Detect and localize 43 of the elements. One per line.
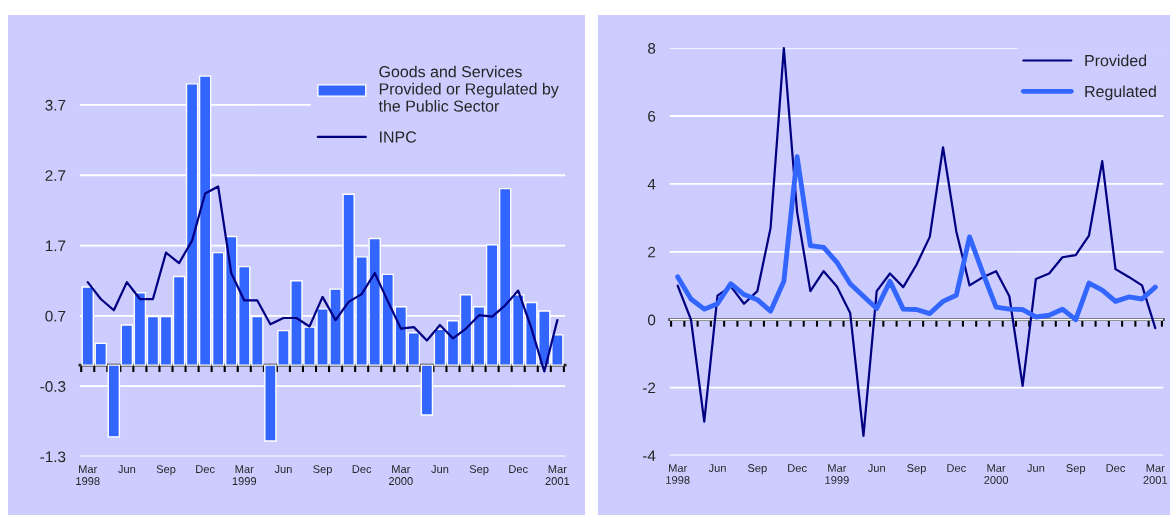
x-tick-label: Mar 2001: [1143, 464, 1168, 484]
legend-label: INPC: [380, 131, 417, 143]
x-tick-label: Sep: [747, 464, 767, 475]
x-tick-label: Sep: [313, 465, 332, 476]
y-tick-label: 1.7: [45, 240, 66, 252]
legend-label: Regulated: [1085, 85, 1156, 101]
x-tick-label: Jun: [1027, 464, 1045, 472]
x-tick-label: Mar 1998: [666, 464, 690, 484]
x-tick-label: Mar 1999: [825, 464, 849, 484]
legend-label: Provided: [1085, 54, 1147, 67]
y-tick-label: 0: [647, 314, 656, 326]
x-tick-label: Dec: [509, 465, 528, 474]
x-tick-label: Dec: [352, 465, 372, 474]
x-tick-label: Jun: [118, 465, 136, 474]
y-tick-label: 6: [648, 110, 656, 122]
y-tick-label: -2: [642, 382, 656, 394]
x-tick-label: Jun: [431, 465, 449, 474]
x-tick-label: Dec: [788, 464, 807, 472]
x-tick-label: Dec: [1106, 464, 1126, 472]
x-tick-label: Mar 1998: [76, 465, 100, 485]
x-tick-label: Mar 2001: [545, 465, 570, 485]
x-tick-label: Dec: [947, 464, 966, 472]
x-tick-label: Jun: [274, 465, 292, 474]
x-tick-label: Jun: [708, 464, 726, 472]
y-tick-label: -1.3: [40, 451, 66, 463]
y-tick-label: 2.7: [45, 170, 66, 181]
x-tick-label: Sep: [469, 465, 489, 476]
x-tick-label: Mar 1999: [232, 465, 257, 485]
y-tick-label: 0.7: [45, 310, 66, 322]
x-tick-label: Sep: [907, 464, 926, 475]
x-tick-label: Dec: [196, 465, 215, 474]
x-tick-label: Mar 2000: [389, 465, 413, 485]
y-tick-label: -4: [642, 450, 656, 461]
y-tick-label: -0.3: [40, 381, 66, 392]
legend-label: Goods and Services Provided or Regulated by the Public Sector: [378, 65, 559, 112]
y-tick-label: 4: [647, 178, 656, 190]
x-tick-label: Sep: [156, 465, 176, 476]
y-tick-label: 2: [648, 246, 656, 258]
x-tick-label: Jun: [867, 464, 885, 472]
y-tick-label: 8: [648, 43, 656, 54]
y-tick-label: 3.7: [45, 99, 66, 111]
x-tick-label: Mar 2000: [984, 464, 1009, 484]
x-tick-label: Sep: [1066, 464, 1086, 475]
